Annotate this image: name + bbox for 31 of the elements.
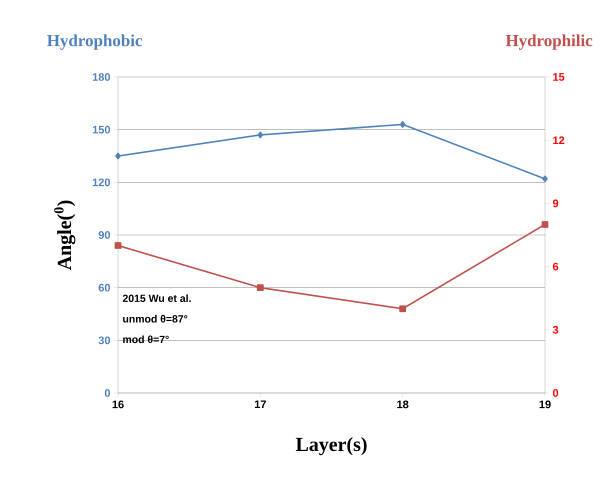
y-tick-label: 150 (92, 126, 110, 134)
point (399, 305, 406, 312)
x-tick-label: 19 (540, 400, 551, 408)
x-tick-label: 16 (112, 400, 124, 408)
y2-tick-label: 3 (552, 326, 558, 334)
text: Hydrophilic (506, 34, 592, 50)
y2-tick-label: 0 (552, 389, 558, 397)
y-axis-title: Angle($^{0}$) (54, 200, 76, 270)
point (542, 221, 548, 228)
annotation: 2015 Wu et al. (122, 294, 191, 302)
y-tick-label: 0 (104, 389, 110, 397)
y-tick-label: 60 (98, 284, 110, 292)
point (258, 132, 264, 138)
x-axis-title: Layer(s) (296, 437, 367, 456)
point (400, 121, 406, 128)
y-tick-label: 30 (98, 336, 110, 344)
y-tick-label: 180 (92, 73, 110, 81)
point (114, 242, 122, 249)
y2-tick-label: 9 (552, 200, 558, 208)
x-tick-label: 17 (254, 400, 266, 408)
point (256, 284, 264, 292)
y2-tick-label: 12 (553, 136, 564, 144)
y-tick-label: 90 (98, 231, 110, 239)
text: Hydrophobic (47, 34, 142, 50)
y-tick-label: 120 (92, 178, 110, 186)
y2-tick-label: 6 (552, 262, 558, 270)
annotation: mod θ=7° (123, 335, 169, 344)
y2-tick-label: 15 (553, 73, 564, 81)
point (115, 152, 121, 160)
annotation: unmod θ=87° (123, 314, 188, 323)
x-tick-label: 18 (397, 400, 408, 408)
